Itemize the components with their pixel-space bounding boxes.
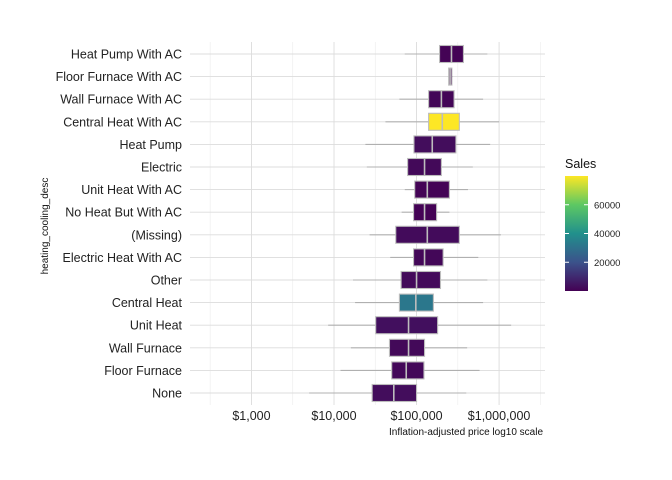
- category-label: Other: [151, 274, 182, 288]
- grid-lines: [190, 42, 545, 405]
- category-label: Heat Pump: [119, 138, 182, 152]
- category-label: Heat Pump With AC: [71, 48, 182, 62]
- category-label: None: [152, 387, 182, 401]
- whisker-layer: [309, 53, 512, 394]
- legend-colorbar: [565, 176, 588, 291]
- category-label: Wall Furnace: [109, 341, 182, 355]
- legend-ticks: 20000 40000 60000: [565, 200, 620, 269]
- x-tick-label: $10,000: [311, 409, 356, 423]
- category-label: Unit Heat With AC: [81, 183, 182, 197]
- category-label: Wall Furnace With AC: [60, 93, 182, 107]
- category-label: Unit Heat: [130, 319, 183, 333]
- category-label: Floor Furnace With AC: [56, 70, 182, 84]
- category-label: Electric Heat With AC: [63, 251, 182, 265]
- legend-tick-label: 40000: [594, 229, 620, 240]
- category-label: Floor Furnace: [104, 364, 182, 378]
- legend-title: Sales: [565, 157, 596, 171]
- category-label: No Heat But With AC: [65, 206, 182, 220]
- x-tick-labels: $1,000 $10,000 $100,000 $1,000,000: [232, 409, 530, 423]
- box: [414, 180, 450, 199]
- category-label: Central Heat With AC: [63, 115, 182, 129]
- x-tick-label: $1,000: [232, 409, 270, 423]
- legend: Sales 20000 40000 60000: [565, 157, 620, 291]
- box-layer: [371, 44, 464, 403]
- category-label: (Missing): [131, 228, 182, 242]
- box: [428, 112, 460, 131]
- y-axis-title: heating_cooling_desc: [40, 178, 51, 275]
- category-labels: Heat Pump With AC Floor Furnace With AC Wa…: [56, 48, 183, 401]
- x-tick-label: $1,000,000: [468, 409, 531, 423]
- x-axis-title: Inflation-adjusted price log10 scale: [389, 427, 543, 438]
- box: [413, 248, 444, 267]
- box: [375, 316, 439, 335]
- legend-tick-label: 60000: [594, 200, 620, 211]
- box: [413, 135, 457, 154]
- category-label: Electric: [141, 161, 182, 175]
- x-tick-label: $100,000: [390, 409, 442, 423]
- legend-tick-label: 20000: [594, 258, 620, 269]
- box: [391, 361, 425, 380]
- box: [388, 338, 426, 357]
- category-label: Central Heat: [112, 296, 183, 310]
- box: [400, 270, 442, 290]
